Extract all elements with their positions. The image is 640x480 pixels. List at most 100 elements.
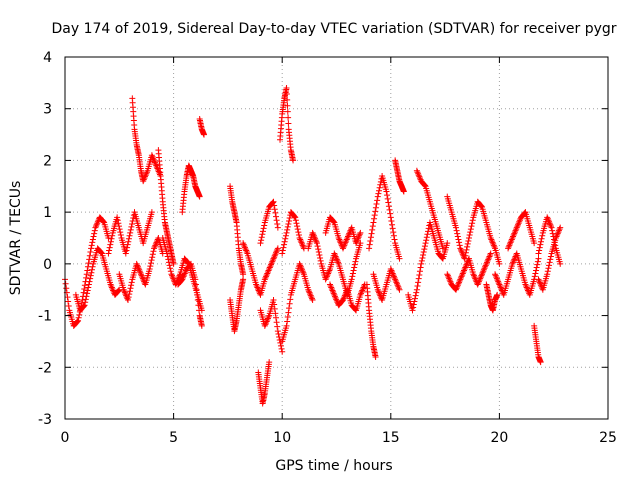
data-point [134,262,141,269]
data-point [417,264,424,271]
data-point [263,318,270,325]
data-point [557,224,564,231]
data-point [92,224,99,231]
data-point [107,238,114,245]
data-point [354,237,361,244]
data-point [284,226,291,233]
data-point [138,272,145,279]
data-point [535,276,542,283]
data-point [109,285,116,292]
data-point [348,276,355,283]
data-point [285,120,292,127]
y-tick-label: -2 [38,360,52,376]
data-point [416,173,423,180]
data-point [125,235,132,242]
data-point [310,231,317,238]
data-point [388,218,395,225]
data-point [495,280,502,287]
data-point [136,266,143,273]
data-point [358,288,365,295]
data-point [241,243,248,250]
data-point [120,286,127,293]
data-point [539,232,546,239]
data-point [395,283,402,290]
data-point [416,175,423,182]
data-point [283,85,290,92]
data-point [452,224,459,231]
data-point [261,276,268,283]
data-point [460,268,467,275]
data-point [462,249,469,256]
data-point [266,359,273,366]
data-point [506,242,513,249]
data-point [388,267,395,274]
data-point [340,297,347,304]
data-point [91,227,98,234]
data-point [164,253,171,260]
data-point [467,226,474,233]
data-point [270,255,277,262]
data-point [557,260,564,267]
data-point [166,262,173,269]
data-point [462,264,469,271]
data-point [240,271,247,278]
data-point [115,220,122,227]
data-point [444,240,451,247]
data-point [476,277,483,284]
data-point [153,162,160,169]
data-point [100,218,107,225]
data-point [65,298,72,305]
data-point [105,250,112,257]
data-point [305,288,312,295]
data-point [547,221,554,228]
data-point [272,209,279,216]
data-point [323,273,330,280]
data-point [146,266,153,273]
data-point [331,293,338,300]
data-point [493,274,500,281]
data-point [325,268,332,275]
data-point [537,238,544,245]
data-point [264,270,271,277]
data-point [386,206,393,213]
data-point [470,272,477,279]
data-point [536,279,543,286]
x-axis-label: GPS time / hours [275,458,392,474]
data-point [140,176,147,183]
data-point [375,288,382,295]
data-point [82,299,89,306]
data-point [497,284,504,291]
data-point [156,169,163,176]
data-point [115,287,122,294]
data-point [308,294,315,301]
data-point [87,272,94,279]
data-point [387,214,394,221]
data-point [74,318,81,325]
data-point [453,285,460,292]
data-point [546,259,553,266]
data-point [192,281,199,288]
data-point [412,292,419,299]
data-point [326,267,333,274]
data-point [89,236,96,243]
data-point [491,243,498,250]
data-point [336,236,343,243]
data-point [286,300,293,307]
data-point [391,274,398,281]
data-point [272,213,279,220]
data-point [271,202,278,209]
data-point [521,209,528,216]
data-point [284,314,291,321]
data-point [334,257,341,264]
data-point [513,226,520,233]
data-point [108,235,115,242]
data-point [488,237,495,244]
data-point [142,172,149,179]
data-point [133,260,140,267]
data-point [115,288,122,295]
data-point [444,272,451,279]
data-point [272,251,279,258]
data-point [394,280,401,287]
data-point [340,245,347,252]
